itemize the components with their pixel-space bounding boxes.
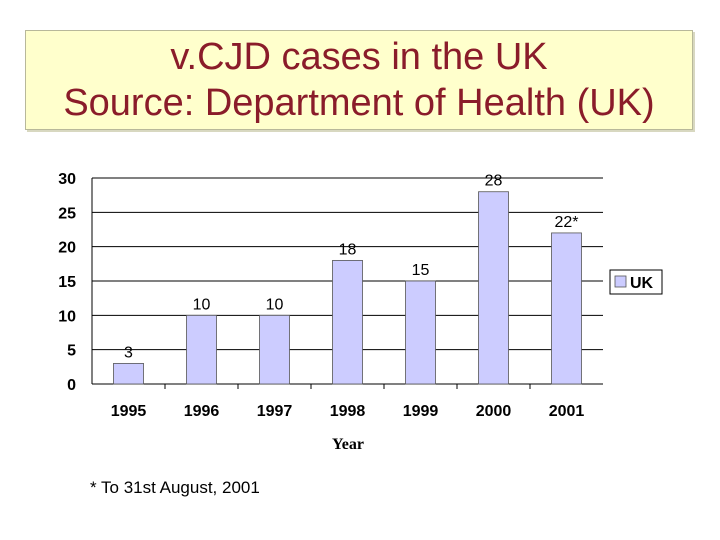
data-label: 18 <box>339 241 357 258</box>
footnote: * To 31st August, 2001 <box>90 478 260 497</box>
x-tick-label: 2000 <box>476 403 512 420</box>
y-tick-label: 0 <box>67 377 76 394</box>
title-line-2: Source: Department of Health (UK) <box>63 82 655 124</box>
legend-swatch <box>614 275 627 288</box>
data-label: 10 <box>266 296 284 313</box>
bar <box>405 280 436 385</box>
title-line-1: v.CJD cases in the UK <box>170 36 548 78</box>
x-tick-label: 2001 <box>549 403 585 420</box>
x-axis-title: Year <box>332 436 364 453</box>
bar <box>551 232 582 385</box>
x-tick-label: 1999 <box>403 403 439 420</box>
bar <box>332 259 363 385</box>
y-tick-label: 25 <box>58 205 76 222</box>
data-label: 15 <box>412 262 430 279</box>
y-tick-label: 30 <box>58 171 76 188</box>
legend-label: UK <box>630 275 654 292</box>
x-tick-label: 1995 <box>111 403 147 420</box>
bar <box>113 362 144 385</box>
y-tick-label: 20 <box>58 240 76 257</box>
x-tick-label: 1997 <box>257 403 293 420</box>
x-tick-label: 1998 <box>330 403 366 420</box>
y-tick-label: 10 <box>58 308 76 325</box>
y-tick-label: 5 <box>67 343 76 360</box>
title-box: v.CJD cases in the UK Source: Department… <box>25 30 693 130</box>
x-tick-label: 1996 <box>184 403 220 420</box>
data-label: 22* <box>554 214 578 231</box>
data-label: 10 <box>193 296 211 313</box>
data-label: 3 <box>124 344 133 361</box>
bar <box>478 191 509 385</box>
data-label: 28 <box>485 173 503 190</box>
bar <box>259 314 290 385</box>
y-tick-label: 15 <box>58 274 76 291</box>
bar <box>186 314 217 385</box>
